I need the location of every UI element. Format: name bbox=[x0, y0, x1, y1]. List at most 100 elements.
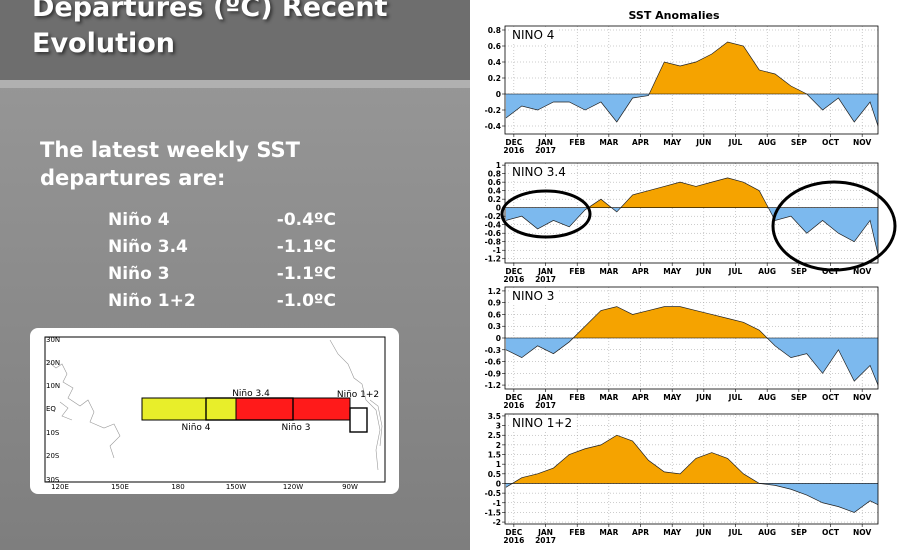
x-tick-label-line: JUL bbox=[728, 267, 743, 276]
panel-title: NINO 1+2 bbox=[512, 416, 572, 430]
x-tick-label: NOV bbox=[853, 528, 871, 537]
x-tick-label: JAN 2017 bbox=[535, 393, 556, 410]
x-tick-label: JUN bbox=[695, 528, 711, 537]
y-tick-label: 0.4 bbox=[488, 187, 501, 196]
x-tick-label-line: FEB bbox=[569, 528, 585, 537]
x-tick-label: JAN 2017 bbox=[535, 528, 556, 545]
y-tick-label: -0.3 bbox=[485, 346, 501, 355]
y-tick-label: -0.6 bbox=[485, 358, 501, 367]
x-tick-label-line: MAR bbox=[599, 393, 618, 402]
x-tick-label-line: JUN bbox=[695, 528, 711, 537]
x-tick-label: FEB bbox=[569, 267, 585, 276]
nino34-box bbox=[205, 397, 294, 421]
x-tick-label: AUG bbox=[758, 393, 776, 402]
y-tick-label: 2 bbox=[496, 441, 501, 450]
negative-area bbox=[505, 483, 878, 513]
y-tick-label: -0.9 bbox=[485, 369, 501, 378]
positive-area bbox=[588, 177, 769, 208]
x-tick-label-line: AUG bbox=[758, 393, 776, 402]
x-tick-label: FEB bbox=[569, 528, 585, 537]
x-tick-label-line: 2016 bbox=[503, 401, 524, 410]
title-rule bbox=[0, 80, 470, 88]
x-tick-label: MAY bbox=[663, 138, 682, 147]
y-tick-label: 1 bbox=[496, 161, 501, 170]
lat-label: 30S bbox=[46, 476, 60, 484]
x-tick-label-line: APR bbox=[632, 138, 649, 147]
x-tick-label: APR bbox=[632, 528, 649, 537]
departure-value: -1.0ºC bbox=[276, 291, 336, 311]
panel-title: NINO 3.4 bbox=[512, 165, 566, 179]
region-name: Niño 3 bbox=[108, 264, 170, 284]
x-tick-label: DEC 2016 bbox=[503, 138, 524, 155]
x-tick-label-line: 2016 bbox=[503, 275, 524, 284]
y-tick-label: 0.9 bbox=[488, 299, 501, 308]
x-tick-label-line: NOV bbox=[853, 267, 871, 276]
x-tick-label: JUL bbox=[728, 393, 743, 402]
departure-value: -0.4ºC bbox=[276, 210, 336, 230]
highlight-ellipse bbox=[500, 189, 592, 239]
y-tick-label: 1 bbox=[496, 460, 501, 469]
x-tick-label: SEP bbox=[791, 138, 808, 147]
x-tick-label: JUN bbox=[695, 393, 711, 402]
y-tick-label: 0.6 bbox=[488, 178, 501, 187]
negative-area bbox=[505, 94, 878, 126]
x-tick-label-line: JUN bbox=[695, 393, 711, 402]
x-tick-label-line: 2017 bbox=[535, 536, 556, 545]
negative-area bbox=[505, 338, 878, 386]
anomaly-line bbox=[505, 41, 879, 127]
y-tick-label: 0 bbox=[496, 90, 501, 99]
x-tick-label-line: JUL bbox=[728, 393, 743, 402]
x-tick-label: NOV bbox=[853, 138, 871, 147]
x-tick-label-line: DEC bbox=[505, 138, 522, 147]
x-tick-label-line: 2017 bbox=[535, 401, 556, 410]
x-tick-label: SEP bbox=[791, 393, 808, 402]
positive-area bbox=[512, 435, 760, 484]
panel-title: NINO 3 bbox=[512, 289, 554, 303]
y-tick-label: 2.5 bbox=[488, 431, 501, 440]
x-tick-label-line: MAY bbox=[663, 528, 682, 537]
x-tick-label: JUL bbox=[728, 267, 743, 276]
lat-label: 10N bbox=[46, 382, 60, 390]
x-tick-label: MAY bbox=[663, 267, 682, 276]
anomaly-line bbox=[505, 177, 879, 255]
departure-value: -1.1ºC bbox=[276, 237, 336, 257]
y-tick-label: 0.8 bbox=[488, 26, 501, 35]
x-tick-label-line: APR bbox=[632, 528, 649, 537]
x-tick-label-line: JAN bbox=[537, 267, 553, 276]
x-tick-label: APR bbox=[632, 393, 649, 402]
y-tick-label: -1.5 bbox=[485, 508, 501, 517]
anomaly-line bbox=[505, 434, 879, 513]
x-tick-label-line: OCT bbox=[822, 267, 840, 276]
y-tick-label: -0.8 bbox=[485, 238, 501, 247]
y-tick-label: -1 bbox=[493, 246, 501, 255]
lon-label: 120W bbox=[283, 483, 303, 491]
region-name: Niño 3.4 bbox=[108, 237, 188, 257]
panel-title-box bbox=[509, 27, 558, 43]
x-tick-label: MAY bbox=[663, 393, 682, 402]
x-tick-label-line: JAN bbox=[537, 393, 553, 402]
region-name: Niño 1+2 bbox=[108, 291, 196, 311]
lat-label: 30N bbox=[46, 336, 60, 344]
x-tick-label-line: MAY bbox=[663, 267, 682, 276]
region-name: Niño 4 bbox=[108, 210, 170, 230]
x-tick-label: DEC 2016 bbox=[503, 393, 524, 410]
x-tick-label: JAN 2017 bbox=[535, 138, 556, 155]
panel-title-box bbox=[509, 164, 569, 180]
x-tick-label: JAN 2017 bbox=[535, 267, 556, 284]
y-tick-label: 0 bbox=[496, 334, 501, 343]
lat-label: 10S bbox=[46, 429, 60, 437]
x-tick-label-line: 2016 bbox=[503, 146, 524, 155]
lon-label: 90W bbox=[342, 483, 358, 491]
x-tick-label: JUN bbox=[695, 138, 711, 147]
lon-label: 120E bbox=[51, 483, 69, 491]
y-tick-label: 0 bbox=[496, 479, 501, 488]
y-tick-label: 0.2 bbox=[488, 74, 501, 83]
x-tick-label: AUG bbox=[758, 138, 776, 147]
y-tick-label: 0.6 bbox=[488, 310, 501, 319]
x-tick-label-line: SEP bbox=[791, 267, 808, 276]
y-tick-label: -0.4 bbox=[485, 221, 501, 230]
y-tick-label: -0.2 bbox=[485, 106, 501, 115]
lat-label: 20N bbox=[46, 359, 60, 367]
